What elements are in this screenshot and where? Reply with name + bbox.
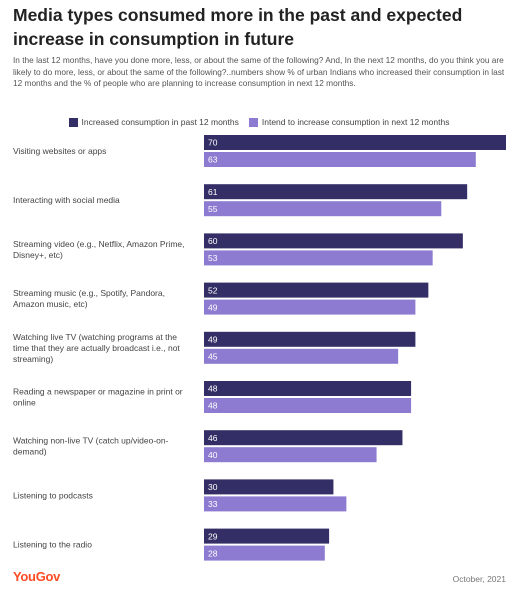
category-label: Streaming music (e.g., Spotify, Pandora,… (13, 288, 165, 309)
category-label: Listening to podcasts (13, 490, 93, 500)
data-label: 48 (208, 384, 218, 394)
category-label: Visiting websites or apps (13, 146, 106, 156)
bar-future (204, 299, 416, 315)
bar-past (204, 479, 334, 495)
bar-future (204, 348, 399, 364)
data-label: 48 (208, 401, 218, 411)
bar-future (204, 201, 442, 217)
bar-past (204, 381, 412, 396)
legend: Increased consumption in past 12 months … (13, 115, 505, 129)
category-label: Reading a newspaper or magazine in print… (13, 387, 183, 408)
data-label: 40 (208, 450, 218, 460)
data-label: 49 (208, 335, 218, 345)
data-label: 49 (208, 302, 218, 312)
bar-future (204, 152, 476, 167)
bar-future (204, 545, 325, 561)
bar-past (204, 135, 506, 150)
chart-title: Media types consumed more in the past an… (13, 5, 463, 49)
legend-item-past: Increased consumption in past 12 months (68, 117, 239, 127)
bar-future (204, 447, 377, 463)
data-label: 28 (208, 548, 218, 558)
bar-future (204, 496, 347, 512)
data-label: 60 (208, 236, 218, 246)
data-label: 46 (208, 433, 218, 443)
legend-swatch-past (68, 117, 78, 127)
data-label: 70 (208, 138, 218, 148)
data-label: 61 (208, 187, 218, 197)
legend-label-future: Intend to increase consumption in next 1… (261, 117, 450, 127)
bar-past (204, 233, 463, 249)
publication-date: October, 2021 (452, 574, 506, 584)
category-label: Interacting with social media (13, 195, 120, 205)
bar-past (204, 331, 416, 347)
category-label: Watching non-live TV (catch up/video-on-… (13, 436, 169, 457)
data-label: 33 (208, 499, 218, 509)
legend-swatch-future (248, 117, 258, 127)
data-label: 53 (208, 253, 218, 263)
category-label: Watching live TV (watching programs at t… (13, 332, 180, 364)
data-label: 55 (208, 204, 218, 214)
data-label: 52 (208, 285, 218, 295)
chart-subtitle: In the last 12 months, have you done mor… (13, 55, 505, 89)
bar-past (204, 184, 468, 200)
bar-future (204, 398, 412, 413)
legend-label-past: Increased consumption in past 12 months (81, 117, 239, 127)
bar-future (204, 250, 433, 266)
category-label: Streaming video (e.g., Netflix, Amazon P… (13, 239, 185, 260)
data-label: 30 (208, 482, 218, 492)
legend-item-future: Intend to increase consumption in next 1… (248, 117, 450, 127)
yougov-logo: YouGov (13, 569, 61, 584)
category-label: Listening to the radio (13, 540, 92, 550)
data-label: 29 (208, 531, 218, 541)
data-label: 45 (208, 352, 218, 362)
data-label: 63 (208, 155, 218, 165)
bar-past (204, 282, 429, 298)
bar-past (204, 430, 403, 446)
bar-past (204, 528, 330, 544)
